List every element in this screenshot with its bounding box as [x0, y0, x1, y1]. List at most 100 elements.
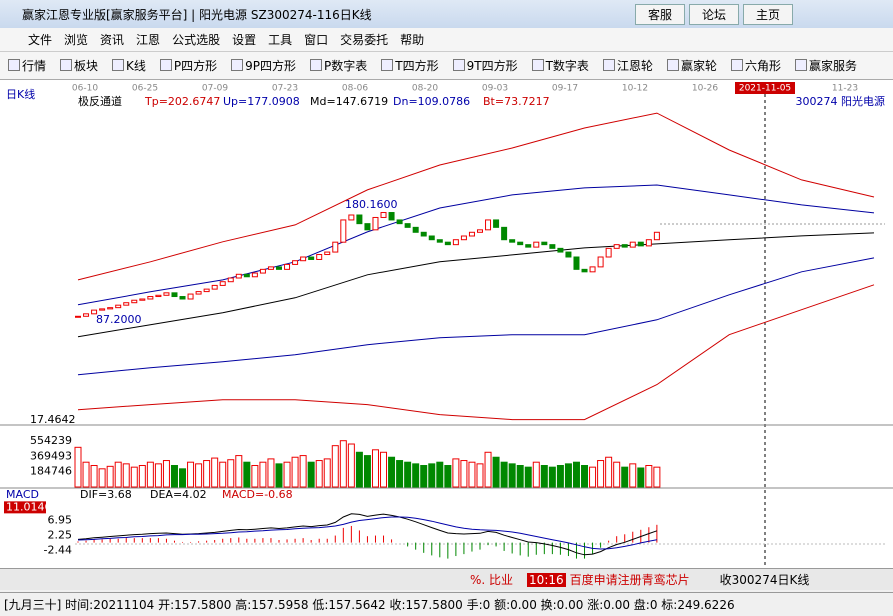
menu-item[interactable]: 窗口	[304, 33, 329, 47]
volume-bar	[179, 468, 187, 488]
date-label: 06-10	[72, 84, 98, 94]
left-label: 17.4642	[30, 413, 76, 426]
volume-bar	[98, 468, 106, 488]
volume-bar	[114, 461, 122, 488]
candle	[131, 299, 138, 304]
links: 客服 论坛 主页	[631, 3, 793, 25]
macd-tick: 11.0146	[6, 500, 52, 513]
tool-button[interactable]: T数字表	[531, 57, 589, 74]
candle	[267, 266, 274, 270]
candle	[629, 241, 636, 248]
volume-bar	[524, 466, 532, 488]
indicator-value: Md=147.6719	[310, 95, 388, 108]
candle	[308, 256, 315, 260]
candle	[477, 229, 483, 233]
nav-link[interactable]: 论坛	[688, 3, 739, 25]
dif-line	[77, 513, 658, 556]
macd-max-bg	[4, 501, 46, 514]
candle	[549, 244, 556, 249]
tool-button[interactable]: 板块	[60, 57, 98, 74]
candle	[653, 231, 660, 241]
candle	[412, 226, 419, 233]
menu-item[interactable]: 设置	[232, 33, 257, 47]
candle	[597, 256, 604, 268]
volume-bar	[388, 456, 396, 488]
candle	[605, 247, 612, 258]
menu-item[interactable]: 交易委托	[340, 33, 389, 47]
volume-bar	[227, 459, 235, 488]
volume-bar	[267, 458, 275, 488]
menu-item[interactable]: 江恩	[136, 33, 161, 47]
menu-item[interactable]: 公式选股	[172, 33, 221, 47]
volume-bar	[130, 466, 138, 488]
volume-bar	[275, 463, 283, 488]
last-view: 收300274日K线	[719, 573, 810, 587]
candle	[460, 235, 467, 241]
nav-link[interactable]: 主页	[742, 3, 793, 25]
indicator-value: Bt=73.7217	[483, 95, 550, 108]
candle	[284, 263, 291, 270]
menu-item[interactable]: 浏览	[64, 33, 89, 47]
volume-bar	[299, 455, 307, 488]
candle	[251, 272, 258, 278]
ticker: %. 比业	[470, 573, 514, 587]
volume-bar	[291, 456, 299, 488]
tool-button[interactable]: K线	[112, 57, 146, 74]
candle	[485, 219, 492, 231]
candle	[380, 212, 387, 218]
candle	[332, 241, 339, 253]
volume-bar	[476, 463, 484, 488]
nav-link[interactable]: 客服	[634, 3, 685, 25]
tool-button[interactable]: P数字表	[310, 57, 367, 74]
tool-button[interactable]: P四方形	[159, 57, 217, 74]
volume-bar	[355, 451, 363, 488]
candle	[139, 298, 146, 301]
channel-line	[77, 184, 875, 306]
tool-button[interactable]: 江恩轮	[602, 57, 653, 74]
tool-button[interactable]: 行情	[8, 57, 46, 74]
candle	[637, 241, 644, 247]
candle	[396, 219, 403, 225]
tool-button[interactable]: 赢家服务	[794, 57, 857, 74]
candle	[613, 244, 620, 249]
menu-item[interactable]: 帮助	[400, 33, 425, 47]
menu-item[interactable]: 资讯	[100, 33, 125, 47]
candle	[589, 266, 596, 273]
volume-bar	[556, 465, 564, 488]
tool-button[interactable]: 9P四方形	[231, 57, 296, 74]
date-label: 09-03	[482, 84, 508, 94]
volume-bar	[259, 461, 267, 488]
tool-button[interactable]: T四方形	[381, 57, 439, 74]
menu-item[interactable]: 工具	[268, 33, 293, 47]
volume-bar	[420, 465, 428, 488]
menu-item[interactable]: 文件	[28, 33, 53, 47]
volume-bar	[621, 466, 629, 488]
volume-bar	[532, 461, 540, 488]
tool-button[interactable]: 赢家轮	[666, 57, 717, 74]
volume-bar	[436, 461, 444, 488]
volume-bar	[122, 463, 130, 488]
volume-bar	[444, 465, 452, 488]
period-label: 日K线	[6, 87, 35, 101]
volume-bar	[219, 461, 227, 488]
volume-bar	[484, 451, 492, 488]
volume-bar	[508, 463, 516, 488]
candle	[227, 277, 234, 283]
candle	[324, 251, 331, 256]
volume-tick: 184746	[30, 465, 72, 478]
candle	[404, 223, 411, 228]
candle	[388, 212, 395, 221]
candle	[155, 294, 162, 298]
candle	[123, 302, 130, 306]
candle	[645, 239, 652, 247]
time: 10:16	[527, 572, 566, 587]
candle	[340, 219, 347, 243]
tool-button[interactable]: 9T四方形	[452, 57, 518, 74]
tool-button[interactable]: 六角形	[730, 57, 781, 74]
volume-bar	[460, 460, 468, 488]
volume-bar	[138, 465, 146, 488]
candle	[517, 241, 524, 246]
volume-bar	[371, 449, 379, 488]
candle	[276, 266, 282, 270]
indicator-value: Tp=202.6747	[144, 95, 220, 108]
